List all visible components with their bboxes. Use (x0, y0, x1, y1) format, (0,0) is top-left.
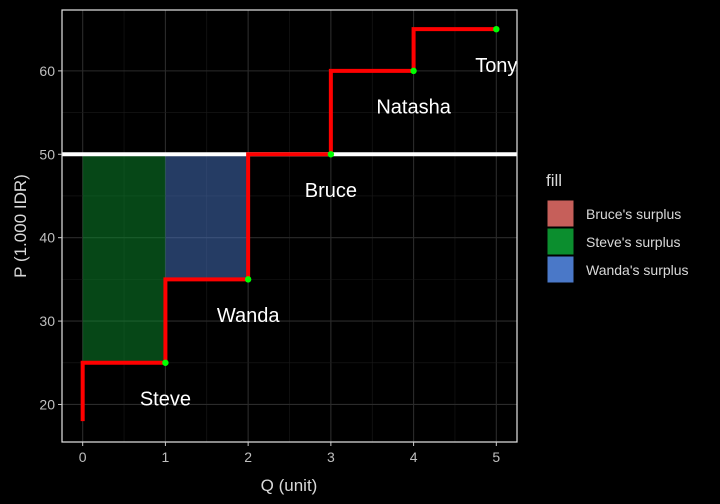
y-tick-label: 20 (39, 396, 55, 412)
x-tick-label: 0 (79, 449, 87, 465)
point-label: Wanda (217, 305, 281, 327)
surplus-areas (82, 154, 249, 363)
x-tick-label: 1 (162, 449, 170, 465)
point-label: Bruce (305, 180, 357, 202)
data-point (327, 151, 335, 158)
legend: fill Bruce's surplus Steve's surplus Wanda… (546, 171, 689, 284)
legend-key (546, 255, 575, 284)
plot-border (61, 9, 518, 443)
legend-label: Bruce's surplus (586, 206, 681, 222)
x-tick-label: 3 (327, 449, 335, 465)
supply-step-line (80, 27, 497, 422)
point-labels: Steve Wanda Bruce Natasha Tony (140, 55, 517, 411)
point-label: Natasha (376, 97, 451, 119)
y-tick-label: 40 (39, 230, 55, 246)
point-label: Steve (140, 389, 191, 411)
data-point (244, 276, 252, 283)
y-tick-label: 30 (39, 313, 55, 329)
x-tick-label: 2 (244, 449, 252, 465)
point-group (162, 25, 500, 366)
legend-label: Steve's surplus (586, 234, 681, 250)
legend-title: fill (546, 171, 562, 190)
legend-label: Wanda's surplus (586, 262, 689, 278)
x-axis-title: Q (unit) (261, 476, 318, 495)
x-axis-ticks: 0 1 2 3 4 5 (79, 442, 500, 465)
data-point (410, 67, 417, 75)
y-tick-label: 50 (39, 146, 55, 162)
grid (62, 10, 517, 442)
data-point (493, 25, 500, 33)
y-tick-label: 60 (39, 63, 55, 79)
supply-step-group (80, 27, 497, 422)
x-tick-label: 4 (410, 449, 418, 465)
point-label: Tony (475, 55, 517, 77)
y-axis-ticks: 20 30 40 50 60 (39, 63, 62, 412)
surplus-area (82, 154, 166, 363)
data-point (162, 359, 169, 366)
legend-key (546, 199, 575, 228)
surplus-area (165, 154, 249, 280)
legend-key (546, 227, 575, 256)
y-axis-title: P (1.000 IDR) (11, 174, 30, 278)
x-tick-label: 5 (492, 449, 500, 465)
